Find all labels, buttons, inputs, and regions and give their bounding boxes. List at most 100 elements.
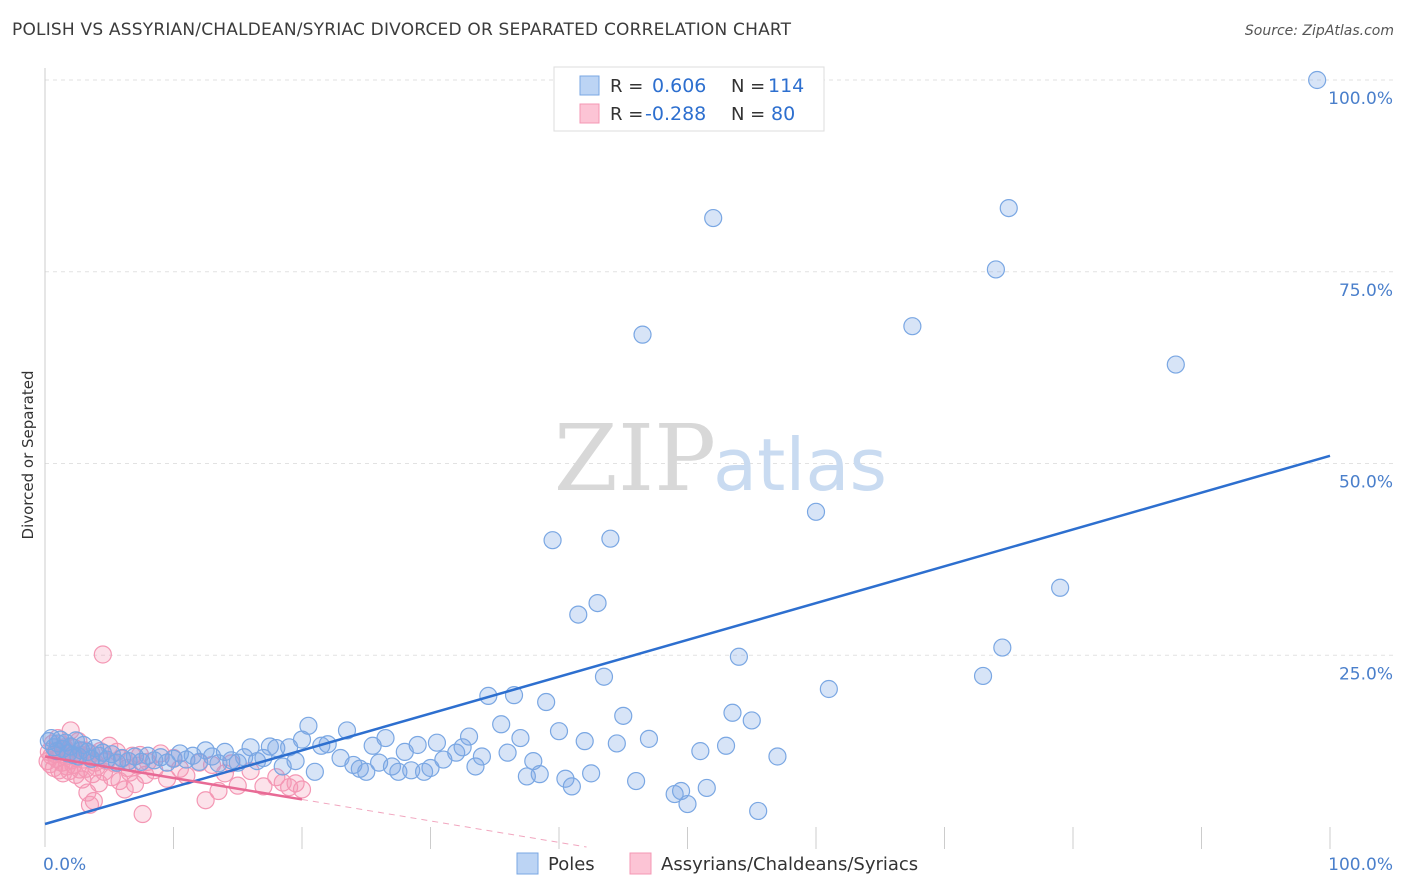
poles-point <box>543 531 562 550</box>
assyrians-point <box>84 791 103 811</box>
poles-point <box>716 736 736 755</box>
x-tick-label: 100.0% <box>1328 855 1393 875</box>
watermark-zip: ZIP <box>554 405 716 512</box>
y-axis-label: Divorced or Separated <box>19 371 37 540</box>
poles-point <box>537 692 556 712</box>
stats-r-label: R = <box>610 104 643 125</box>
stats-n-label: N = <box>731 104 765 125</box>
legend-swatch-assyrians <box>629 852 652 875</box>
poles-point <box>305 762 324 781</box>
poles-point <box>357 762 376 781</box>
assyrians-trend-line <box>44 755 303 801</box>
poles-point <box>678 794 697 814</box>
legend: Poles Assyrians/Chaldeans/Syriacs <box>516 852 918 875</box>
stats-swatch-assyrians <box>579 103 600 124</box>
grid-lines <box>45 79 1395 656</box>
poles-point <box>453 738 472 757</box>
stats-r-value: 0.606 <box>652 75 706 97</box>
legend-label-assyrians: Assyrians/Chaldeans/Syriacs <box>661 854 918 875</box>
poles-point <box>749 801 768 821</box>
poles-point <box>742 711 761 730</box>
stats-n-value: 114 <box>768 75 804 97</box>
poles-point <box>601 529 620 548</box>
poles-point <box>569 605 588 624</box>
poles-point <box>723 703 742 722</box>
axes <box>44 68 1331 849</box>
poles-point <box>704 208 723 228</box>
poles-point <box>408 735 427 755</box>
poles-point <box>607 734 626 753</box>
chart-title: POLISH VS ASSYRIAN/CHALDEAN/SYRIAC DIVOR… <box>12 20 792 40</box>
poles-point <box>260 737 279 756</box>
poles-trend-line <box>44 454 1331 826</box>
poles-point <box>768 747 787 766</box>
assyrians-point <box>196 791 215 810</box>
poles-point <box>427 733 447 752</box>
series-poles <box>39 70 1327 821</box>
poles-point <box>993 638 1012 657</box>
x-tick-label: 0.0% <box>43 855 86 875</box>
poles-point <box>729 647 749 666</box>
source-label: Source: ZipAtlas.com <box>1244 23 1394 39</box>
stats-n-value: 80 <box>771 103 795 125</box>
poles-point <box>819 679 838 699</box>
poles-point <box>1051 578 1070 597</box>
poles-point <box>549 722 569 741</box>
trend-lines <box>44 454 1331 826</box>
poles-point <box>806 502 826 521</box>
poles-point <box>575 732 594 751</box>
poles-point <box>614 706 633 725</box>
y-tick-label: 100.0% <box>1328 89 1393 109</box>
stats-n-label: N = <box>731 76 765 97</box>
trend-extension <box>301 798 587 848</box>
watermark: ZIP atlas <box>554 405 887 512</box>
poles-point <box>530 765 549 784</box>
assyrians-point <box>133 804 152 824</box>
poles-point <box>459 727 479 746</box>
poles-point <box>511 728 530 748</box>
stats-box: R = 0.606 N = 114 R = -0.288 N = 80 <box>553 66 825 132</box>
assyrians-point <box>93 645 112 664</box>
poles-point <box>582 764 601 783</box>
tick-labels: 25.0% 50.0% 75.0% 100.0% 0.0% 100.0% <box>43 89 1393 875</box>
legend-label-poles: Poles <box>548 854 595 875</box>
assyrians-trend-extension <box>301 798 587 848</box>
legend-swatch-poles <box>516 852 539 875</box>
poles-point <box>299 716 318 735</box>
poles-point <box>421 758 440 778</box>
poles-point <box>697 778 716 798</box>
poles-point <box>903 317 922 336</box>
poles-point <box>337 721 357 740</box>
poles-point <box>986 260 1006 279</box>
assyrians-point <box>125 775 145 794</box>
poles-point <box>973 666 993 686</box>
y-tick-label: 50.0% <box>1339 473 1393 493</box>
stats-r-value: -0.288 <box>645 103 706 125</box>
poles-point <box>466 757 485 776</box>
assyrians-point <box>254 777 273 796</box>
poles-point <box>691 742 710 761</box>
y-tick-label: 25.0% <box>1339 664 1393 684</box>
assyrians-point <box>228 776 247 795</box>
poles-point <box>376 728 395 748</box>
assyrians-point <box>115 780 134 799</box>
poles-point <box>999 198 1018 218</box>
assyrians-point <box>292 780 312 799</box>
poles-point <box>639 729 659 748</box>
poles-point <box>626 771 646 791</box>
y-tick-label: 75.0% <box>1339 281 1393 301</box>
poles-point <box>472 747 491 766</box>
poles-point <box>594 667 614 686</box>
poles-point <box>633 325 652 344</box>
poles-point <box>588 593 607 613</box>
poles-point <box>498 743 517 762</box>
stats-swatch-poles <box>579 75 600 96</box>
watermark-atlas: atlas <box>713 423 887 507</box>
poles-point <box>1308 70 1327 90</box>
poles-point <box>562 777 581 796</box>
assyrians-point <box>273 773 292 792</box>
stats-r-label: R = <box>610 76 643 97</box>
poles-point <box>492 715 511 734</box>
poles-point <box>1166 355 1185 374</box>
